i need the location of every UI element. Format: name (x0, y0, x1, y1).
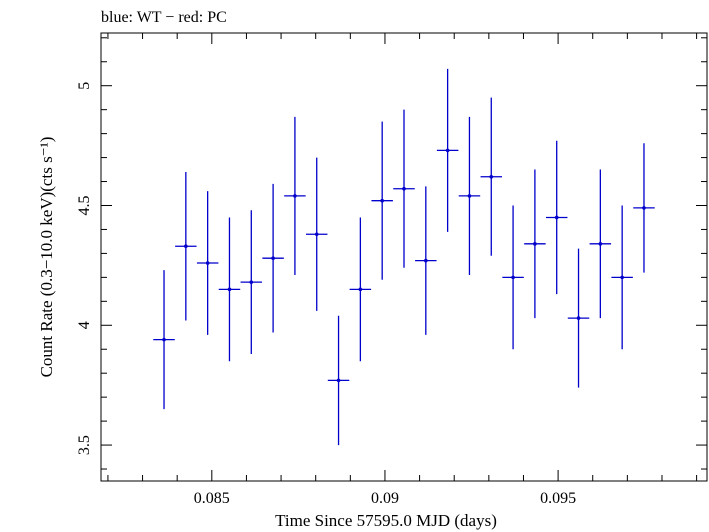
x-tick-label: 0.085 (194, 490, 230, 507)
data-point (153, 270, 175, 410)
data-point (502, 205, 524, 350)
y-tick-label: 3.5 (76, 435, 93, 455)
data-point (415, 186, 437, 335)
data-point (458, 116, 481, 275)
data-point (327, 315, 350, 446)
data-point (349, 217, 372, 362)
data-point (371, 121, 393, 280)
point-marker (293, 194, 297, 198)
x-tick-label: 0.095 (540, 490, 576, 507)
point-marker (554, 215, 559, 220)
data-point (218, 217, 241, 362)
data-point (436, 68, 459, 232)
x-tick-label: 0.09 (371, 490, 399, 507)
data-point (567, 248, 590, 388)
data-point (480, 97, 502, 256)
data-point (196, 191, 219, 335)
point-marker (445, 148, 450, 153)
plot-frame (100, 32, 708, 482)
data-point (589, 169, 612, 319)
data-point (393, 109, 415, 268)
point-marker (620, 275, 624, 280)
y-tick-label: 5 (76, 82, 93, 90)
y-tick-label: 4 (76, 321, 93, 329)
data-point (545, 140, 568, 295)
point-marker (533, 242, 537, 246)
point-marker (336, 378, 341, 383)
point-marker (162, 337, 166, 342)
data-point (175, 171, 197, 321)
point-marker (249, 280, 254, 284)
data-point (306, 157, 328, 311)
x-axis: 0.085 0.09 0.095 (107, 33, 698, 507)
point-marker (402, 186, 406, 191)
point-marker (380, 198, 384, 203)
x-axis-label: Time Since 57595.0 MJD (days) (275, 511, 497, 530)
data-point (633, 143, 655, 273)
y-tick-label: 4.5 (76, 195, 93, 215)
point-marker (467, 194, 472, 198)
point-marker (227, 287, 232, 292)
point-marker (424, 258, 428, 263)
data-point (611, 205, 633, 350)
point-marker (642, 206, 646, 210)
point-marker (271, 256, 275, 260)
point-marker (511, 275, 515, 280)
chart-title: blue: WT − red: PC (101, 9, 227, 26)
data-points (153, 68, 655, 446)
data-point (240, 210, 263, 355)
point-marker (358, 287, 363, 292)
point-marker (489, 174, 494, 179)
y-axis-label: Count Rate (0.3−10.0 keV)(cts s⁻¹) (37, 137, 56, 378)
point-marker (184, 244, 188, 249)
y-axis: 3.5 4 4.5 5 (76, 37, 707, 470)
point-marker (205, 261, 210, 265)
data-point (524, 169, 546, 319)
point-marker (576, 316, 581, 320)
data-point (284, 116, 306, 275)
point-marker (314, 232, 319, 237)
point-marker (598, 242, 603, 246)
data-point (262, 183, 284, 333)
